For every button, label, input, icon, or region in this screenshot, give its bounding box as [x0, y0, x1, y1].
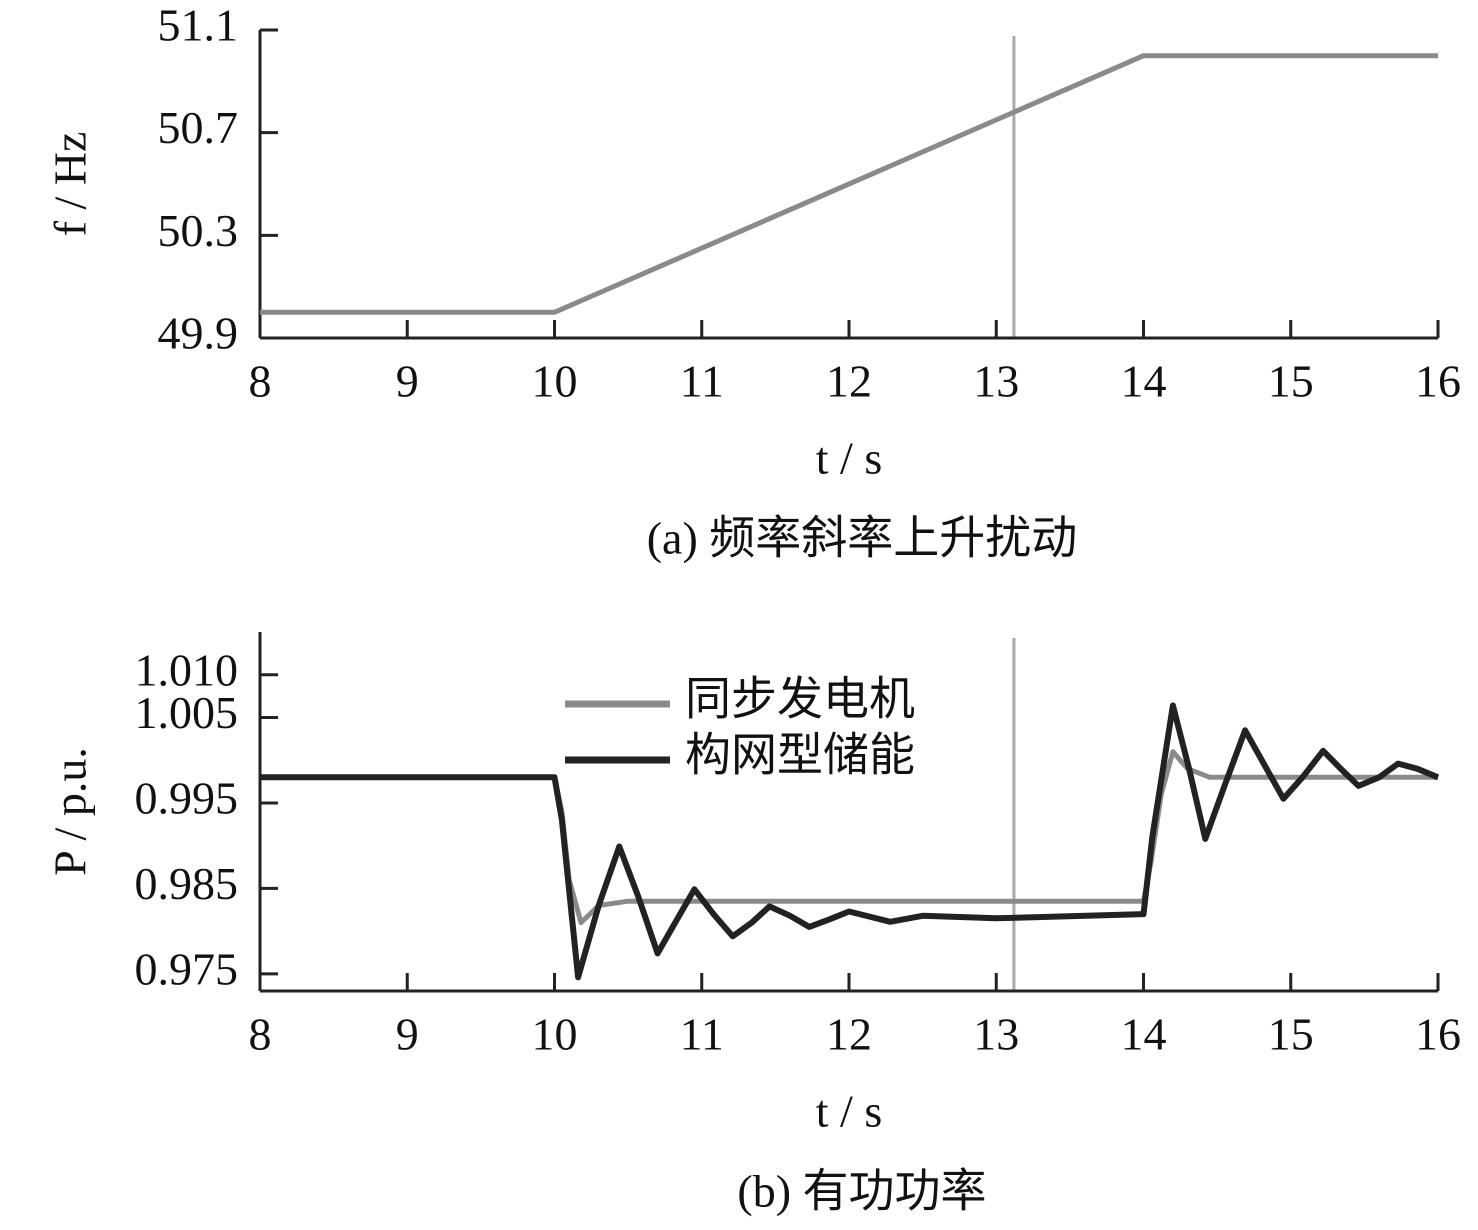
- y-tick-label: 49.9: [158, 308, 239, 359]
- y-tick-label: 50.7: [158, 102, 239, 153]
- y-tick-label: 0.975: [135, 943, 239, 994]
- x-tick-label: 12: [826, 356, 872, 407]
- legend-label: 构网型储能: [685, 730, 915, 781]
- x-tick-label: 14: [1121, 356, 1167, 407]
- data-line: [260, 53, 1438, 315]
- x-tick-label: 13: [973, 1009, 1019, 1060]
- y-tick-label: 1.010: [135, 644, 239, 695]
- x-tick-label: 9: [396, 356, 419, 407]
- x-tick-label: 15: [1268, 356, 1314, 407]
- caption: (b) 有功功率: [737, 1166, 986, 1217]
- x-axis-label: t / s: [816, 433, 882, 484]
- x-tick-label: 16: [1415, 1009, 1461, 1060]
- x-tick-label: 8: [249, 1009, 272, 1060]
- y-tick-label: 0.995: [135, 773, 239, 824]
- x-tick-label: 12: [826, 1009, 872, 1060]
- x-tick-label: 14: [1121, 1009, 1167, 1060]
- x-tick-label: 15: [1268, 1009, 1314, 1060]
- y-axis-label: f / Hz: [45, 132, 96, 237]
- x-tick-label: 13: [973, 356, 1019, 407]
- x-tick-label: 10: [532, 1009, 578, 1060]
- x-axis-label: t / s: [816, 1086, 882, 1137]
- x-tick-label: 8: [249, 356, 272, 407]
- y-tick-label: 0.985: [135, 858, 239, 909]
- y-tick-label: 1.005: [135, 687, 239, 738]
- caption: (a) 频率斜率上升扰动: [647, 513, 1078, 564]
- x-tick-label: 9: [396, 1009, 419, 1060]
- x-tick-label: 16: [1415, 356, 1461, 407]
- x-tick-label: 11: [680, 356, 724, 407]
- x-tick-label: 11: [680, 1009, 724, 1060]
- y-tick-label: 50.3: [158, 205, 239, 256]
- data-line: [260, 702, 1440, 981]
- y-tick-label: 51.1: [158, 0, 239, 51]
- x-tick-label: 10: [532, 356, 578, 407]
- legend-label: 同步发电机: [685, 674, 915, 725]
- y-axis-label: P / p.u.: [45, 747, 96, 876]
